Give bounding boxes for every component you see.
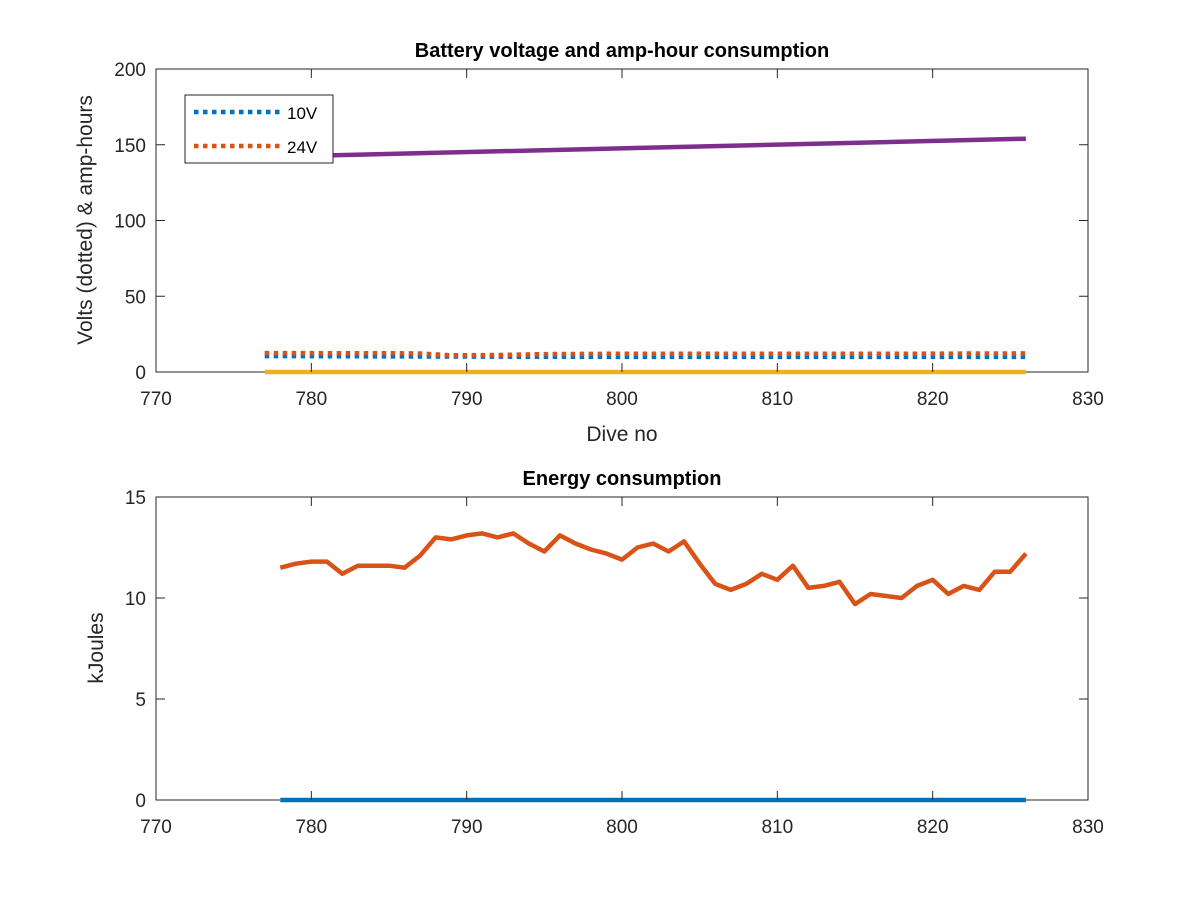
y-axis-label-energy: kJoules bbox=[85, 612, 108, 683]
legend-box bbox=[184, 94, 334, 164]
x-tick-label: 770 bbox=[140, 389, 172, 410]
chart-title-energy: Energy consumption bbox=[523, 468, 722, 490]
x-tick-label: 790 bbox=[451, 817, 483, 838]
legend-label-10v: 10V bbox=[287, 104, 318, 123]
ticks-layer-battery: 770 780 790 800 810 820 830 0 50 100 150 200 bbox=[114, 60, 1104, 410]
y-tick-label: 100 bbox=[114, 212, 146, 233]
plot-area-energy bbox=[155, 496, 1089, 801]
series-layer-energy bbox=[279, 531, 1028, 803]
ticks-layer-energy: 770 780 790 800 810 820 830 0 5 10 15 bbox=[125, 488, 1104, 838]
y-tick-label: 0 bbox=[135, 791, 146, 812]
x-tick-label: 790 bbox=[451, 389, 483, 410]
y-axis-label-battery: Volts (dotted) & amp-hours bbox=[74, 95, 97, 345]
axes-energy: 770 780 790 800 810 820 830 0 5 10 15 Energy consu… bbox=[85, 468, 1104, 838]
x-tick-label: 820 bbox=[917, 817, 949, 838]
y-tick-label: 15 bbox=[125, 488, 146, 509]
x-tick-label: 830 bbox=[1072, 389, 1104, 410]
legend-label-24v: 24V bbox=[287, 138, 318, 157]
x-tick-label: 780 bbox=[295, 817, 327, 838]
y-tick-label: 5 bbox=[135, 690, 146, 711]
x-tick-label: 810 bbox=[761, 817, 793, 838]
chart-title-battery: Battery voltage and amp-hour consumption bbox=[415, 40, 829, 62]
x-tick-label: 800 bbox=[606, 389, 638, 410]
y-tick-label: 0 bbox=[135, 363, 146, 384]
series-layer-battery bbox=[264, 136, 1026, 375]
series-line-battery-24v bbox=[264, 350, 1026, 358]
x-axis-label-battery: Dive no bbox=[586, 423, 657, 446]
x-tick-label: 770 bbox=[140, 817, 172, 838]
axes-battery: 770 780 790 800 810 820 830 0 50 100 150 200 Batter… bbox=[74, 40, 1104, 446]
y-tick-label: 50 bbox=[125, 287, 146, 308]
legend: 10V 24V bbox=[184, 94, 334, 164]
y-tick-label: 150 bbox=[114, 136, 146, 157]
x-tick-label: 800 bbox=[606, 817, 638, 838]
x-tick-label: 830 bbox=[1072, 817, 1104, 838]
y-tick-label: 10 bbox=[125, 589, 146, 610]
x-tick-label: 820 bbox=[917, 389, 949, 410]
x-tick-label: 810 bbox=[761, 389, 793, 410]
y-tick-label: 200 bbox=[114, 60, 146, 81]
series-line-energy-2 bbox=[279, 531, 1028, 607]
x-tick-label: 780 bbox=[295, 389, 327, 410]
series-line-battery-10v bbox=[264, 353, 1026, 360]
series-line-battery-3 bbox=[264, 136, 1026, 160]
